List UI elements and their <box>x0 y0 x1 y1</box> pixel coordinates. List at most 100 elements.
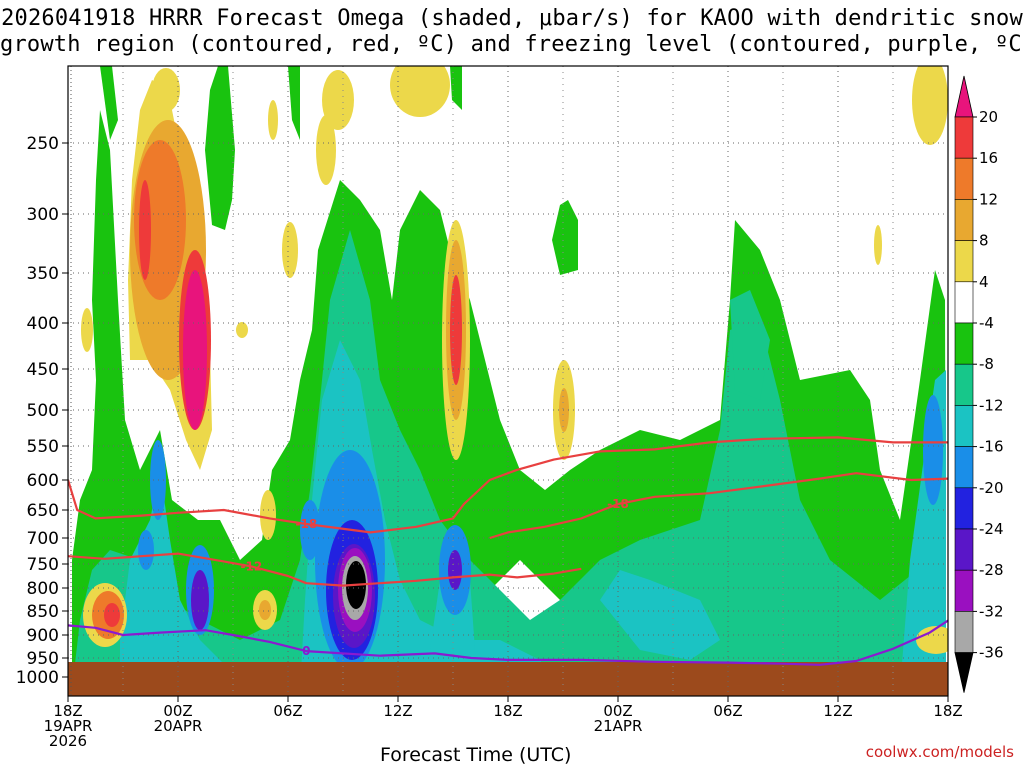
contour-label: -12 <box>240 559 262 573</box>
colorbar-segment <box>954 240 974 283</box>
temperature-contours: -18 -18 -12 0 <box>68 436 948 666</box>
x-tick-label: 18Z <box>493 702 522 720</box>
omega-red-low <box>104 603 120 627</box>
omega-blue-6 <box>923 395 943 505</box>
x-tick-label: 21APR <box>594 717 643 735</box>
colorbar-label: 4 <box>979 273 989 291</box>
colorbar-label: -32 <box>979 602 1004 620</box>
colorbar-label: -20 <box>979 479 1004 497</box>
colorbar-top-arrow <box>954 75 974 118</box>
x-tick-label: 19APR <box>44 717 93 735</box>
omega-pink-upper <box>183 270 207 430</box>
y-tick-label: 300 <box>27 205 59 225</box>
colorbar-label: -28 <box>979 561 1004 579</box>
contour-line <box>68 552 582 587</box>
colorbar-segment <box>954 569 974 612</box>
colorbar-segment <box>954 405 974 447</box>
colorbar-label: -12 <box>979 396 1004 414</box>
colorbar-segment <box>954 611 974 653</box>
x-tick-label: 20APR <box>154 717 203 735</box>
contour-line <box>68 436 948 534</box>
colorbar-segment <box>954 322 974 365</box>
colorbar-label: 8 <box>979 232 989 250</box>
y-tick-label: 400 <box>27 314 59 334</box>
colorbar-label: -24 <box>979 520 1004 538</box>
omega-red-upper-2 <box>139 180 151 280</box>
colorbar-segment <box>954 281 974 324</box>
omega-blue-7 <box>300 500 320 560</box>
colorbar-label: -8 <box>979 355 994 373</box>
y-tick-label: 750 <box>27 555 59 575</box>
omega-region-green-top3 <box>450 66 462 110</box>
colorbar-label: 20 <box>979 108 998 126</box>
omega-yellow-10 <box>390 66 450 117</box>
colorbar: 20 16 12 8 4 -4 -8 -12 -16 -20 -24 -28 -32 -36 <box>954 75 1004 693</box>
colorbar-segment <box>954 487 974 530</box>
colorbar-label: 12 <box>979 190 998 208</box>
omega-region-green-upper <box>205 66 235 230</box>
colorbar-segment <box>954 199 974 241</box>
title-line-2: growth region (contoured, red, ºC) and f… <box>0 32 1024 57</box>
y-tick-label: 850 <box>27 602 59 622</box>
colorbar-segment <box>954 446 974 489</box>
omega-blue-4 <box>138 530 154 570</box>
credit-link[interactable]: coolwx.com/models <box>865 743 1014 761</box>
y-tick-label: 800 <box>27 579 59 599</box>
omega-yellow-4 <box>260 490 276 540</box>
grid <box>68 66 948 696</box>
omega-purple-3 <box>448 550 462 590</box>
omega-yellow-6 <box>282 222 298 278</box>
colorbar-bottom-arrow <box>954 652 974 693</box>
y-tick-label: 950 <box>27 649 59 669</box>
omega-yellow-11 <box>316 115 336 185</box>
y-tick-label: 600 <box>27 471 59 491</box>
contour-line <box>68 619 948 666</box>
x-tick-label: 12Z <box>383 702 412 720</box>
colorbar-label: -36 <box>979 644 1004 662</box>
contour-label: -18 <box>607 497 629 511</box>
chart-title: 2026041918 HRRR Forecast Omega (shaded, … <box>0 6 1024 58</box>
title-line-1: 2026041918 HRRR Forecast Omega (shaded, … <box>1 6 1023 31</box>
omega-yellow-9 <box>322 70 354 130</box>
colorbar-segment <box>954 363 974 406</box>
omega-region-green-top <box>100 66 118 140</box>
colorbar-label: 16 <box>979 149 998 167</box>
omega-yellow-12 <box>912 66 948 145</box>
omega-field <box>68 66 948 696</box>
omega-region-green-top2 <box>288 66 300 140</box>
y-tick-label: 450 <box>27 360 59 380</box>
colorbar-segment <box>954 116 974 159</box>
colorbar-segment <box>954 157 974 200</box>
y-tick-label: 900 <box>27 626 59 646</box>
x-tick-label: 12Z <box>823 702 852 720</box>
colorbar-label: -4 <box>979 314 994 332</box>
x-tick-label: 2026 <box>49 732 87 750</box>
omega-yellow-14 <box>916 626 948 654</box>
omega-yellow-15 <box>268 100 278 140</box>
x-axis-label: Forecast Time (UTC) <box>380 744 572 766</box>
x-tick-label: 06Z <box>273 702 302 720</box>
y-tick-label: 700 <box>27 529 59 549</box>
x-tick-label: 00Z <box>603 702 632 720</box>
omega-yellow-top <box>152 68 180 112</box>
y-tick-label: 550 <box>27 437 59 457</box>
omega-region-teal-2 <box>730 290 770 400</box>
omega-yellow-8 <box>236 322 248 338</box>
colorbar-label: -16 <box>979 438 1004 456</box>
omega-yellow-13 <box>874 225 882 265</box>
y-tick-label: 650 <box>27 501 59 521</box>
contour-label: 0 <box>302 644 310 658</box>
omega-yellow-7 <box>81 308 93 352</box>
y-tick-label: 350 <box>27 264 59 284</box>
terrain-ground <box>68 662 948 696</box>
x-tick-label: 18Z <box>53 702 82 720</box>
omega-purple-2 <box>191 570 209 630</box>
contour-line <box>489 472 948 540</box>
y-tick-label: 250 <box>27 134 59 154</box>
omega-region-teal <box>72 230 946 690</box>
y-tick-label: 500 <box>27 401 59 421</box>
y-axis: 250 300 350 400 450 500 550 600 650 700 750 800 850 9… <box>16 134 68 688</box>
omega-region-cyan-2 <box>120 470 230 690</box>
